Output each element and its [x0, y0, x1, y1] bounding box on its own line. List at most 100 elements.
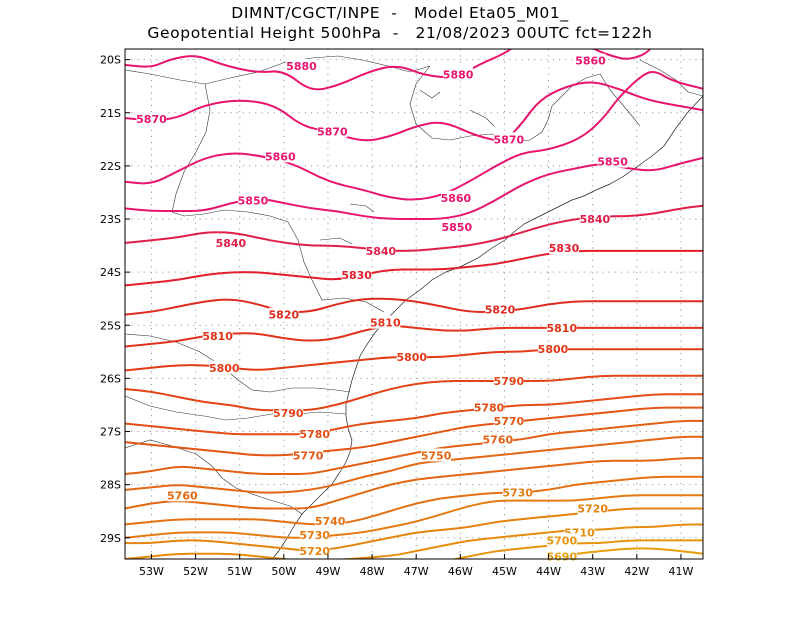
y-tick-label: 24S: [100, 266, 121, 279]
contour-label: 5720: [299, 545, 330, 558]
contour-label-bg: [421, 448, 452, 462]
contour-label-bg: [485, 302, 516, 316]
y-tick-label: 25S: [100, 319, 121, 332]
contour-line-5790: [125, 374, 703, 412]
x-tick-label: 47W: [404, 565, 429, 578]
y-tick-label: 22S: [100, 160, 121, 173]
contour-label: 5790: [273, 407, 304, 420]
contour-label-bg: [202, 328, 233, 342]
contour-label-bg: [237, 193, 268, 207]
contour-label: 5810: [546, 322, 577, 335]
y-tick-label: 20S: [100, 54, 121, 67]
contour-label-bg: [597, 154, 628, 168]
contour-label-bg: [443, 67, 474, 81]
y-tick-label: 29S: [100, 532, 121, 545]
x-tick-label: 48W: [360, 565, 385, 578]
contour-label-bg: [396, 350, 427, 364]
chart-title-line2: Geopotential Height 500hPa - 21/08/2023 …: [147, 24, 653, 42]
x-tick-label: 52W: [183, 565, 208, 578]
contour-label-bg: [315, 513, 346, 527]
contour-label: 5760: [483, 433, 514, 446]
contour-line-5750: [125, 435, 703, 494]
contour-label: 5880: [443, 69, 474, 82]
contour-label-bg: [268, 307, 299, 321]
contour-label-bg: [265, 149, 296, 163]
x-tick-label: 53W: [139, 565, 164, 578]
contour-label-bg: [299, 544, 330, 558]
contour-label: 5730: [502, 487, 533, 500]
contour-line-5880: [592, 49, 652, 60]
contour-label: 5820: [269, 309, 300, 322]
contour-label: 5830: [341, 269, 372, 282]
x-tick-label: 41W: [669, 565, 694, 578]
contour-label: 5830: [549, 242, 580, 255]
contour-label: 5820: [485, 303, 516, 316]
contour-label-bg: [482, 432, 513, 446]
contour-label: 5760: [167, 489, 198, 502]
contour-label: 5700: [546, 534, 577, 547]
contour-label-bg: [546, 533, 577, 547]
contour-label: 5850: [441, 221, 472, 234]
contour-label-bg: [575, 53, 606, 67]
contour-label: 5750: [421, 449, 452, 462]
axes: 53W 52W 51W 50W 49W 48W 47W 46W 45W 44W 43W 42W 41W 2…: [100, 54, 693, 578]
x-tick-label: 43W: [580, 565, 605, 578]
contour-label-bg: [273, 405, 304, 419]
contour-label-bg: [286, 59, 317, 72]
contour-line-5870: [125, 81, 703, 142]
contour-label: 5800: [209, 362, 240, 375]
y-tick-label: 23S: [100, 213, 121, 226]
contour-line-5700: [447, 539, 703, 559]
contour-label-bg: [549, 241, 580, 255]
contour-label-bg: [493, 132, 524, 146]
contour-line-5730: [125, 494, 703, 539]
contour-label: 5810: [202, 330, 233, 343]
x-tick-label: 42W: [624, 565, 649, 578]
contour-label: 5720: [577, 503, 608, 516]
contour-line-5780: [125, 393, 703, 436]
contour-line-5830: [125, 249, 703, 287]
contour-label: 5840: [580, 213, 611, 226]
x-tick-label: 45W: [492, 565, 517, 578]
contour-label: 5850: [238, 194, 269, 207]
contour-label: 5690: [546, 550, 577, 563]
x-tick-label: 51W: [227, 565, 252, 578]
contour-label: 5740: [315, 515, 346, 528]
x-tick-label: 46W: [448, 565, 473, 578]
contour-line-5760: [125, 419, 703, 475]
contour-label-bg: [493, 413, 524, 427]
contour-label-bg: [537, 342, 568, 356]
contour-label-bg: [440, 190, 471, 204]
contour-label-bg: [493, 374, 524, 388]
lat-lon-grid: [125, 49, 703, 559]
contour-line-5760: [125, 457, 703, 510]
contour-label-bg: [441, 219, 472, 233]
contour-label: 5870: [136, 113, 167, 126]
y-tick-label: 27S: [100, 426, 121, 439]
contour-line-5740: [125, 475, 703, 526]
contour-label: 5770: [494, 415, 525, 428]
contour-label: 5850: [597, 156, 628, 169]
contour-label-bg: [546, 320, 577, 334]
contour-label: 5730: [299, 529, 330, 542]
contour-label-bg: [317, 124, 348, 138]
contour-labels: 5880 5880 5860 5870 5870 5870 5860 5860 5850 5850…: [136, 53, 628, 563]
contour-label: 5860: [265, 150, 296, 163]
y-tick-label: 28S: [100, 479, 121, 492]
x-tick-label: 44W: [536, 565, 561, 578]
contour-label-bg: [474, 400, 505, 414]
x-tick-label: 50W: [271, 565, 296, 578]
contour-label-bg: [215, 235, 246, 249]
contour-label: 5870: [317, 125, 348, 138]
contour-label: 5800: [538, 343, 569, 356]
plot-frame: [124, 48, 704, 560]
coastline-borders: [125, 55, 703, 559]
contour-label: 5780: [474, 402, 505, 415]
contour-label: 5860: [441, 192, 472, 205]
contour-label: 5860: [575, 55, 606, 68]
contour-label-bg: [293, 448, 324, 462]
contour-label-bg: [209, 360, 240, 374]
chart-title-line1: DIMNT/CGCT/INPE - Model Eta05_M01_: [231, 4, 569, 22]
contour-label-bg: [136, 112, 167, 126]
